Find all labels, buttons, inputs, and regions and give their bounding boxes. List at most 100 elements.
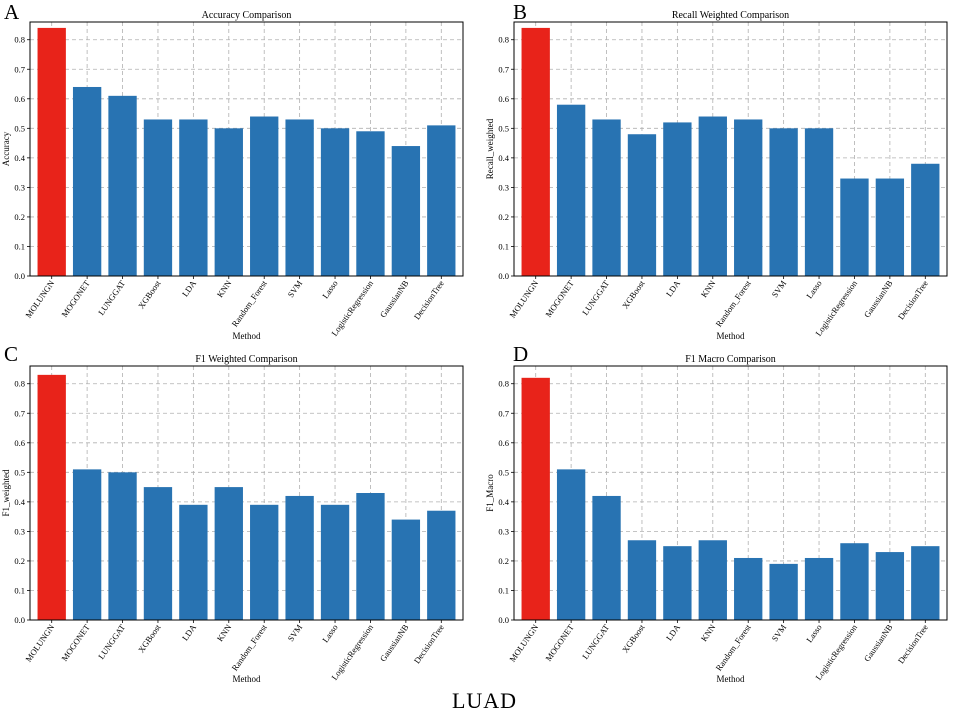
x-tick-label: Lasso [320, 622, 340, 644]
bar [250, 116, 279, 276]
chart-title: Accuracy Comparison [202, 10, 292, 21]
y-tick-label: 0.3 [498, 182, 509, 192]
bar [108, 95, 137, 276]
y-tick-label: 0.4 [498, 497, 509, 507]
x-tick-label: GaussianNB [862, 278, 895, 319]
y-tick-label: 0.7 [14, 408, 25, 418]
y-tick-label: 0.5 [14, 123, 25, 133]
y-tick-label: 0.8 [498, 379, 509, 389]
bar [320, 128, 350, 276]
bar [391, 146, 421, 276]
bar [627, 540, 657, 620]
x-tick-label: MOLUNGN [507, 278, 540, 319]
bar [250, 504, 279, 620]
x-tick-label: MOGONET [59, 622, 92, 663]
x-tick-label: GaussianNB [378, 622, 411, 663]
chart-svg: 0.0 0.1 0.2 0.3 0.4 0.5 0.6 0.7 0.8 MOLUNGN MOGONE… [485, 10, 948, 340]
y-axis-label: Accuracy [1, 131, 11, 166]
bar [840, 543, 869, 620]
bar [179, 119, 208, 276]
y-tick-label: 0.8 [498, 35, 509, 45]
x-tick-label: Lasso [804, 278, 824, 300]
x-tick-label: KNN [215, 278, 234, 299]
y-tick-label: 0.1 [14, 585, 25, 595]
panel-letter: A [4, 0, 20, 24]
x-tick-label: Random_Forest [230, 622, 270, 673]
bar [911, 546, 940, 620]
y-tick-label: 0.0 [498, 271, 509, 281]
x-tick-label: KNN [699, 622, 718, 643]
y-axis-label: F1_weighted [1, 469, 11, 516]
x-tick-label: KNN [215, 622, 234, 643]
x-tick-label: MOGONET [543, 278, 576, 319]
x-tick-label: SVM [769, 622, 788, 643]
bar [37, 27, 66, 276]
panel-letter: B [513, 0, 528, 24]
x-tick-label: GaussianNB [862, 622, 895, 663]
y-axis-label: Recall_weighted [485, 118, 495, 179]
bar [427, 125, 456, 276]
x-tick-label: LUNGGAT [96, 622, 128, 661]
chart-panel-b: B 0.0 0.1 0.2 0.3 0.4 0.5 0.6 0.7 0.8 MOLUNGN MOGO… [484, 0, 968, 340]
x-tick-label: MOGONET [543, 622, 576, 663]
bar [804, 128, 834, 276]
y-tick-label: 0.0 [14, 615, 25, 625]
bar [769, 563, 798, 620]
bar [663, 546, 692, 620]
x-tick-label: Random_Forest [714, 278, 754, 329]
y-tick-label: 0.4 [14, 497, 25, 507]
bar [875, 552, 905, 620]
bar [592, 495, 621, 620]
chart-svg: 0.0 0.1 0.2 0.3 0.4 0.5 0.6 0.7 0.8 MOLUNGN MOGONE… [485, 354, 948, 683]
x-tick-label: XGBoost [136, 278, 163, 311]
x-tick-label: MOGONET [59, 278, 92, 319]
bar [72, 86, 102, 276]
y-tick-label: 0.6 [14, 94, 25, 104]
bar [698, 540, 727, 620]
x-axis-label: Method [233, 674, 261, 683]
y-tick-label: 0.2 [498, 556, 509, 566]
x-tick-label: XGBoost [620, 278, 647, 311]
y-tick-label: 0.6 [498, 438, 509, 448]
y-tick-label: 0.5 [498, 467, 509, 477]
bar [72, 469, 102, 620]
y-tick-label: 0.0 [498, 615, 509, 625]
bar [734, 557, 763, 620]
y-tick-label: 0.5 [498, 123, 509, 133]
bar [37, 374, 66, 620]
plot-frame [513, 21, 948, 277]
y-axis-label: F1_Macro [485, 474, 495, 512]
x-tick-label: GaussianNB [378, 278, 411, 319]
x-tick-label: DecisionTree [896, 622, 930, 665]
y-tick-label: 0.3 [14, 526, 25, 536]
x-tick-label: LUNGGAT [580, 622, 612, 661]
bar [804, 557, 834, 620]
y-tick-label: 0.6 [14, 438, 25, 448]
y-tick-label: 0.6 [498, 94, 509, 104]
y-tick-label: 0.3 [498, 526, 509, 536]
bar [285, 119, 314, 276]
x-tick-label: XGBoost [136, 622, 163, 655]
chart-panel-d: D 0.0 0.1 0.2 0.3 0.4 0.5 0.6 0.7 0.8 MOLUNGN MOGO… [484, 343, 968, 683]
y-tick-label: 0.7 [14, 64, 25, 74]
x-tick-label: XGBoost [620, 622, 647, 655]
x-tick-label: LDA [664, 278, 683, 299]
bar [521, 27, 550, 276]
y-tick-label: 0.5 [14, 467, 25, 477]
bar [427, 510, 456, 620]
x-tick-label: MOLUNGN [23, 622, 56, 663]
bar [911, 163, 940, 276]
chart-title: F1 Macro Comparison [685, 354, 776, 365]
x-tick-label: SVM [285, 622, 304, 643]
bar [769, 128, 798, 276]
bar [285, 495, 314, 620]
x-tick-label: Lasso [320, 278, 340, 300]
y-tick-label: 0.8 [14, 35, 25, 45]
x-tick-label: MOLUNGN [23, 278, 56, 319]
bar [698, 116, 727, 276]
y-tick-label: 0.3 [14, 182, 25, 192]
bar [556, 104, 586, 276]
bar [356, 131, 385, 276]
x-tick-label: Random_Forest [230, 278, 270, 329]
bar [556, 469, 586, 620]
